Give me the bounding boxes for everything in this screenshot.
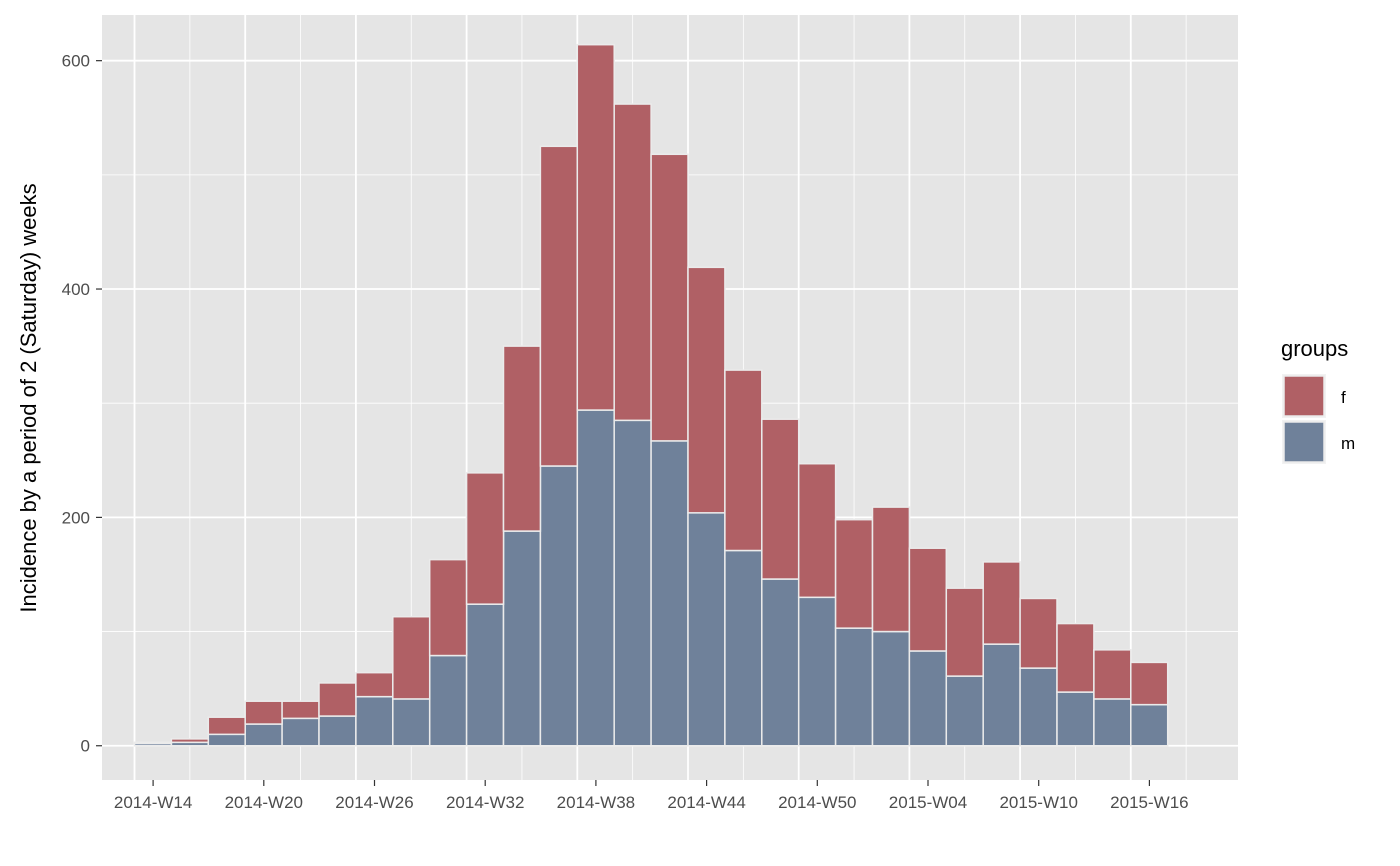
legend-title: groups: [1281, 336, 1348, 361]
bar-f-2014-W30: [428, 558, 468, 657]
bar-m-2015-W10: [1019, 667, 1058, 747]
bar-m-2014-W38: [576, 409, 615, 747]
bar-f-2015-W12: [1056, 622, 1095, 693]
bars: [133, 43, 1169, 747]
bar-m-2014-W36: [539, 465, 579, 747]
bar-f-2014-W34: [502, 345, 542, 532]
bar-f-2014-W46: [724, 369, 763, 552]
x-tick-label: 2015-W16: [1110, 793, 1188, 812]
legend: groups f m: [1281, 336, 1355, 464]
legend-label-f: f: [1341, 388, 1346, 407]
bar-f-2014-W40: [613, 103, 652, 422]
bar-f-2015-W08: [982, 561, 1021, 645]
legend-label-m: m: [1341, 434, 1355, 453]
y-axis-title: Incidence by a period of 2 (Saturday) we…: [16, 183, 41, 612]
bar-m-2015-W02: [871, 630, 911, 747]
bar-m-2014-W22: [281, 717, 320, 747]
bar-m-2014-W30: [428, 654, 468, 747]
bar-m-2015-W14: [1093, 698, 1132, 747]
bar-f-2015-W04: [908, 547, 948, 652]
x-tick-label: 2014-W32: [446, 793, 524, 812]
y-tick-label: 0: [81, 737, 90, 756]
x-tick-label: 2014-W38: [557, 793, 635, 812]
bar-m-2015-W08: [982, 643, 1021, 747]
bar-f-2015-W02: [871, 506, 911, 633]
bar-m-2015-W12: [1056, 691, 1095, 747]
bar-f-2014-W32: [465, 472, 505, 605]
bar-f-2014-W52: [834, 518, 874, 629]
bar-m-2015-W04: [908, 650, 948, 747]
bar-f-2014-W26: [355, 671, 394, 698]
bar-f-2014-W50: [797, 462, 837, 599]
bar-f-2014-W16: [170, 738, 210, 744]
bar-f-2014-W22: [281, 700, 320, 720]
y-axis: 0 200 400 600: [62, 52, 102, 756]
legend-key-f: [1283, 375, 1325, 417]
x-tick-label: 2014-W44: [667, 793, 745, 812]
bar-m-2015-W16: [1130, 703, 1169, 747]
y-tick-label: 200: [62, 508, 90, 527]
bar-f-2015-W16: [1130, 661, 1169, 706]
bar-f-2014-W42: [650, 153, 689, 442]
x-tick-label: 2015-W10: [999, 793, 1077, 812]
legend-key-m: [1283, 421, 1325, 463]
bar-m-2014-W28: [392, 698, 431, 747]
bar-m-2015-W06: [945, 675, 984, 747]
bar-f-2014-W38: [576, 43, 615, 411]
bar-m-2014-W44: [687, 512, 726, 747]
bar-f-2015-W14: [1093, 649, 1132, 700]
bar-m-2014-W32: [465, 603, 505, 747]
bar-m-2014-W26: [355, 695, 394, 747]
bar-f-2014-W14: [133, 741, 173, 745]
bar-m-2014-W50: [797, 596, 837, 747]
bar-f-2014-W24: [318, 682, 357, 717]
x-tick-label: 2014-W14: [114, 793, 192, 812]
bar-f-2014-W18: [207, 716, 246, 736]
bar-m-2014-W40: [613, 419, 652, 747]
y-tick-label: 600: [62, 52, 90, 71]
y-tick-label: 400: [62, 280, 90, 299]
bar-f-2014-W28: [392, 615, 431, 700]
bar-m-2014-W52: [834, 627, 874, 747]
bar-m-2014-W20: [244, 723, 283, 747]
bar-f-2014-W20: [244, 700, 283, 725]
bar-f-2014-W36: [539, 145, 579, 467]
bar-m-2014-W42: [650, 440, 689, 747]
bar-m-2014-W48: [761, 578, 800, 747]
bar-f-2014-W44: [687, 266, 726, 514]
x-tick-label: 2014-W50: [778, 793, 856, 812]
bar-f-2015-W10: [1019, 597, 1058, 669]
bar-f-2014-W48: [761, 418, 800, 580]
bar-m-2014-W24: [318, 715, 357, 747]
bar-m-2014-W18: [207, 733, 246, 747]
x-tick-label: 2015-W04: [889, 793, 967, 812]
bar-m-2014-W46: [724, 549, 763, 747]
bar-f-2015-W06: [945, 587, 984, 677]
x-tick-label: 2014-W20: [225, 793, 303, 812]
x-axis: 2014-W14 2014-W20 2014-W26 2014-W32 2014-W38…: [114, 780, 1189, 812]
bar-m-2014-W34: [502, 530, 542, 747]
x-tick-label: 2014-W26: [335, 793, 413, 812]
